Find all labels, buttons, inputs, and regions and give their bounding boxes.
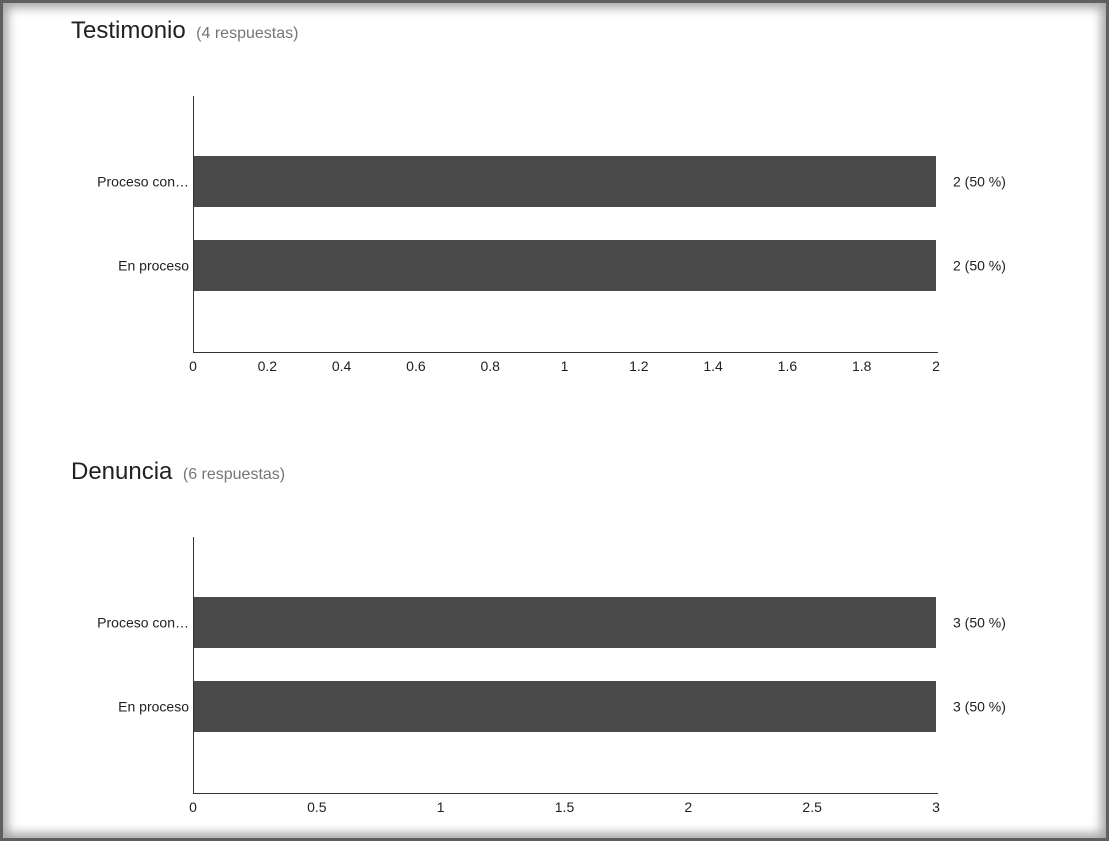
x-tick-label: 1.2 (629, 358, 649, 374)
x-tick-label: 0.4 (332, 358, 352, 374)
category-label: En proceso (118, 699, 189, 715)
x-tick-label: 0 (189, 799, 197, 815)
x-tick-label: 0.6 (406, 358, 426, 374)
category-label: Proceso con… (97, 615, 189, 631)
response-count: (4 respuestas) (196, 25, 299, 42)
category-label: En proceso (118, 258, 189, 274)
data-label: 3 (50 %) (953, 699, 1006, 715)
x-tick-label: 1.4 (703, 358, 723, 374)
x-tick-label: 3 (932, 799, 940, 815)
bar (193, 681, 936, 732)
data-label: 2 (50 %) (953, 174, 1006, 190)
x-tick-label: 1.6 (778, 358, 798, 374)
chart-header: Denuncia (6 respuestas) (71, 458, 285, 486)
x-tick-label: 0.8 (480, 358, 500, 374)
bar (193, 597, 936, 648)
chart-title: Testimonio (71, 17, 186, 44)
data-label: 2 (50 %) (953, 258, 1006, 274)
chart-panel-denuncia: Denuncia (6 respuestas) Proceso con… 3 (5… (3, 444, 1109, 864)
x-tick-label: 1.5 (555, 799, 575, 815)
bar (193, 156, 936, 207)
chart-title: Denuncia (71, 458, 173, 485)
bar (193, 240, 936, 291)
chart-panel-testimonio: Testimonio (4 respuestas) Proceso con… 2 … (3, 3, 1109, 423)
chart-header: Testimonio (4 respuestas) (71, 17, 298, 45)
response-count: (6 respuestas) (182, 466, 286, 483)
x-tick-label: 2 (932, 358, 940, 374)
data-label: 3 (50 %) (953, 615, 1006, 631)
x-tick-label: 1 (437, 799, 445, 815)
bar-chart-denuncia: Proceso con… 3 (50 %) En proceso 3 (50 %) 0 0… (97, 537, 1006, 815)
x-tick-label: 0 (189, 358, 197, 374)
screenshot-frame: Testimonio (4 respuestas) Proceso con… 2 … (0, 0, 1109, 841)
x-tick-label: 1 (561, 358, 569, 374)
category-label: Proceso con… (97, 174, 189, 190)
x-tick-label: 2 (684, 799, 692, 815)
x-tick-label: 1.8 (852, 358, 872, 374)
x-tick-label: 0.2 (258, 358, 278, 374)
x-tick-label: 0.5 (307, 799, 327, 815)
x-tick-label: 2.5 (802, 799, 822, 815)
bar-chart-testimonio: Proceso con… 2 (50 %) En proceso 2 (50 %) 0 0… (97, 96, 1006, 374)
